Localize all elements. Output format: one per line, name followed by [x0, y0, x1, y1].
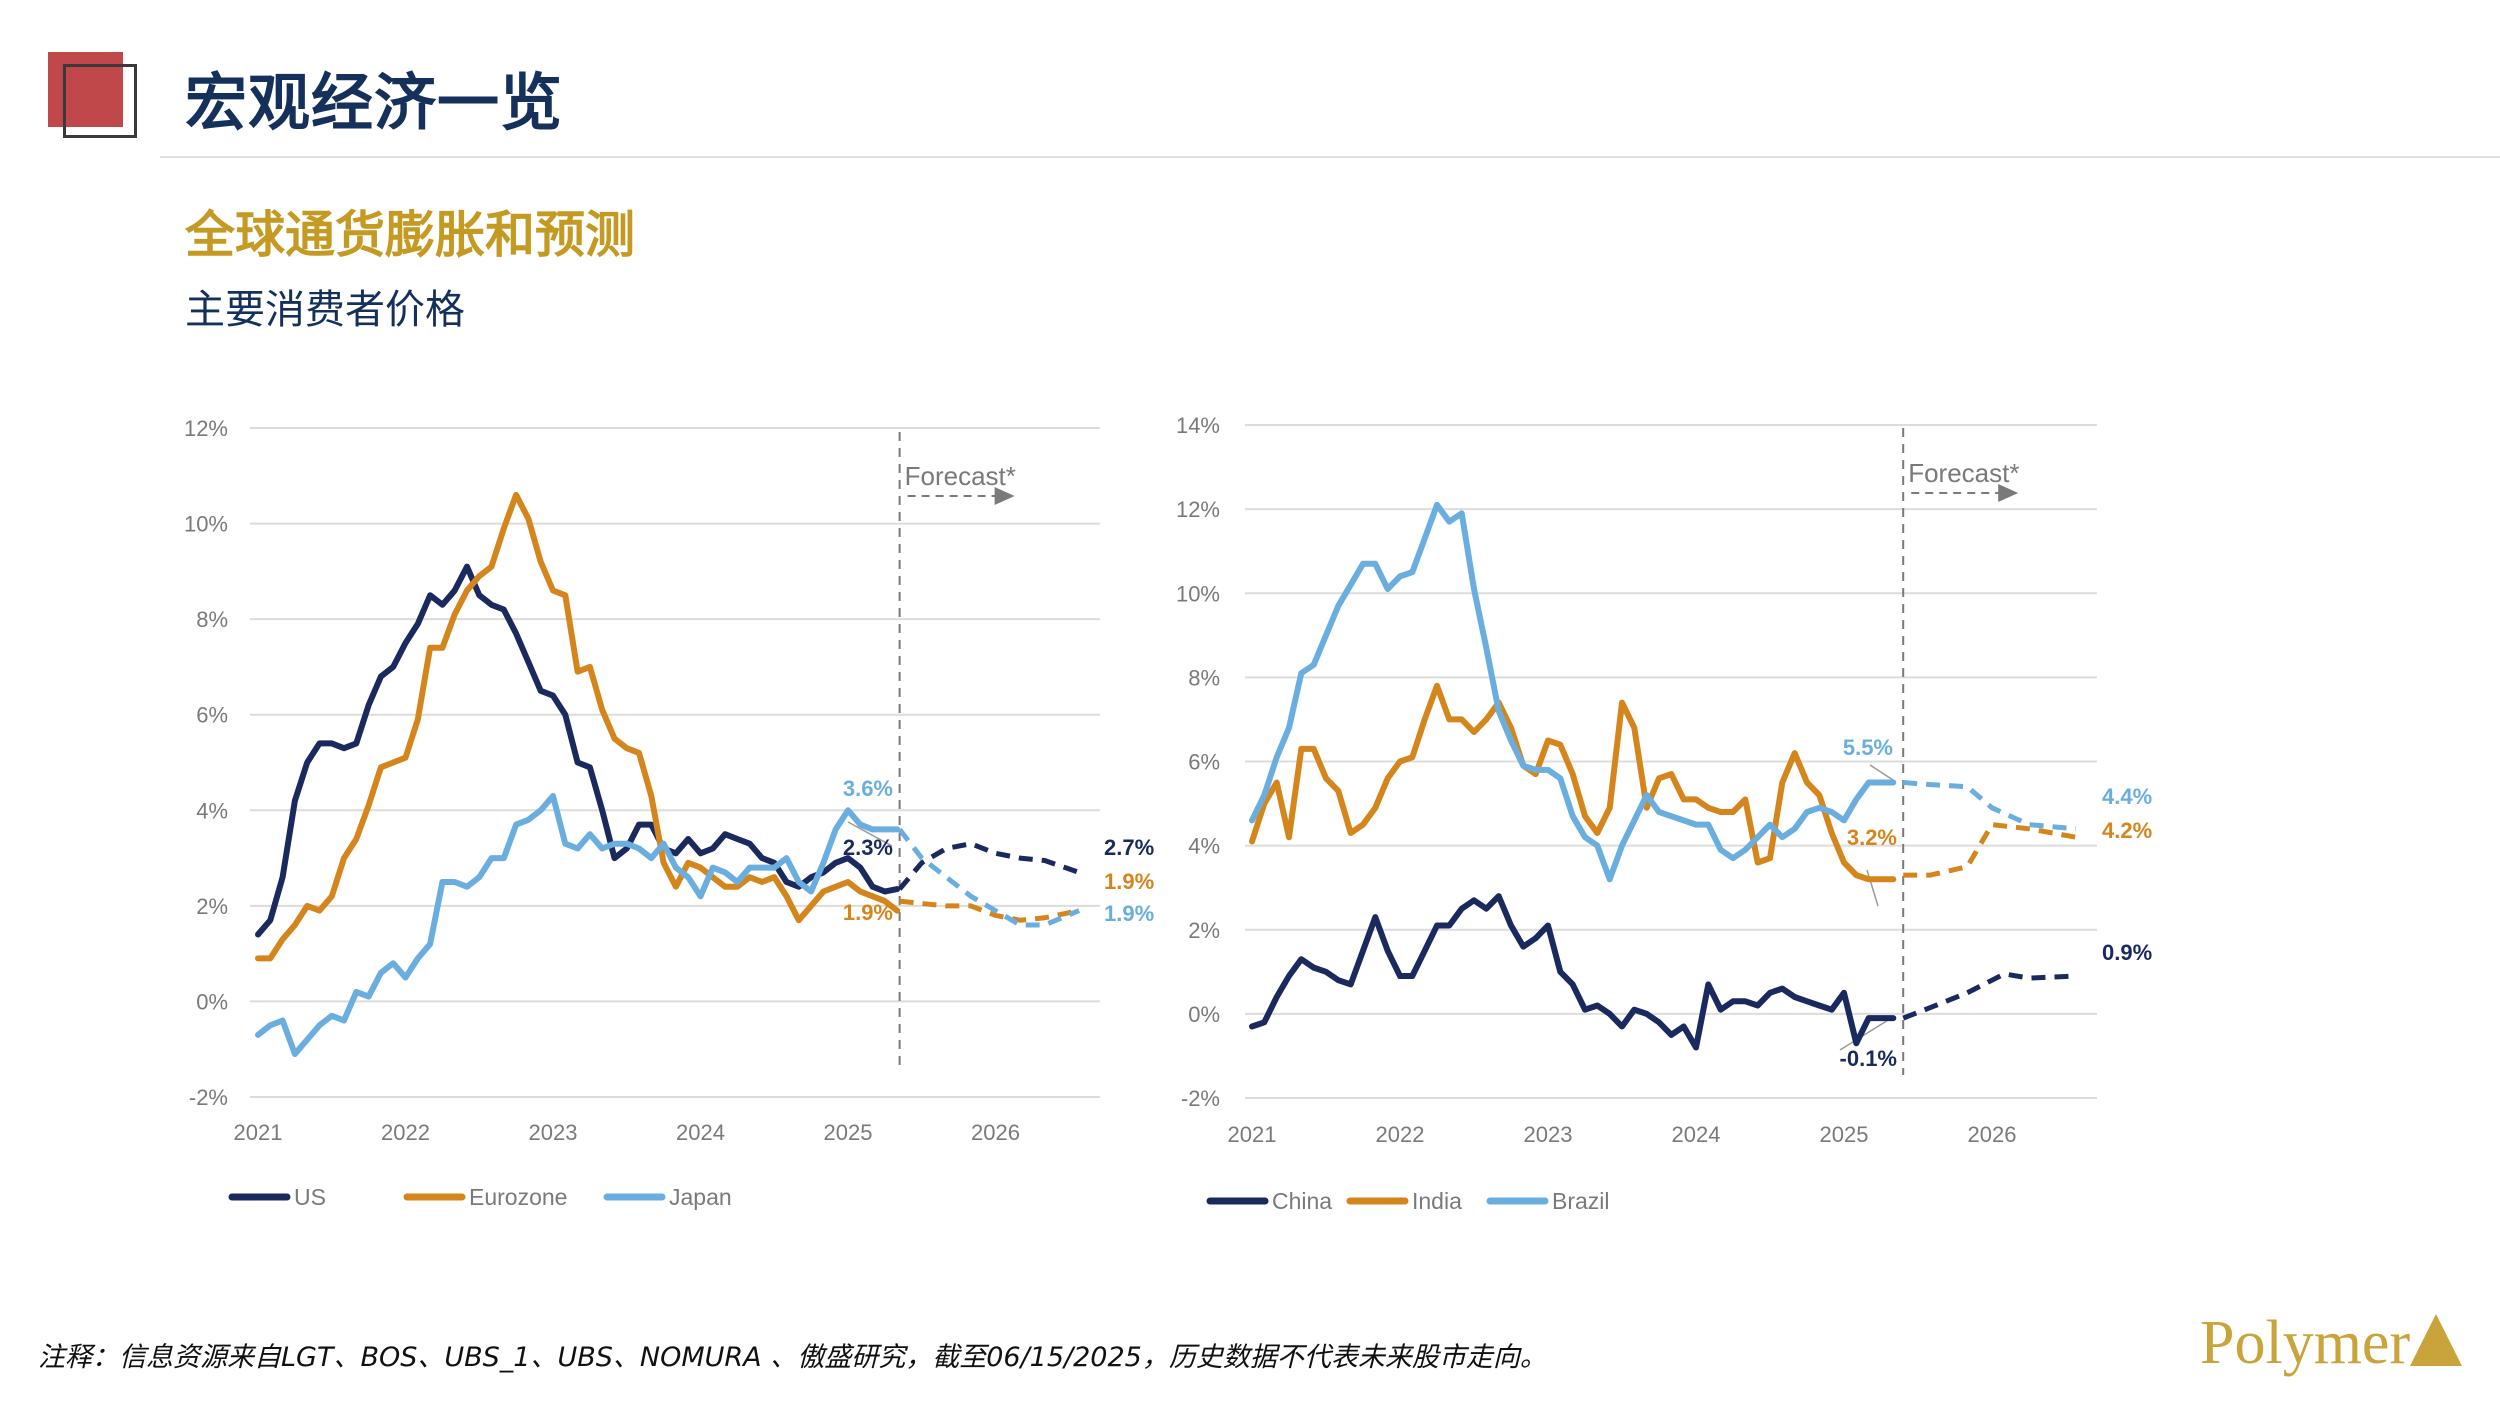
- series-line-japan: [255, 793, 901, 1057]
- y-tick-label: 4%: [1188, 834, 1220, 859]
- label-leader-line: [1839, 1016, 1894, 1051]
- x-tick-label: 2022: [381, 1120, 430, 1145]
- series-line-us: [255, 563, 901, 938]
- end-value-label: 1.9%: [1104, 869, 1154, 894]
- y-tick-label: -2%: [1181, 1086, 1220, 1111]
- start-value-label: 1.9%: [843, 900, 893, 925]
- x-tick-label: 2021: [234, 1120, 283, 1145]
- forecast-line-eurozone: [899, 898, 1080, 923]
- series-line-eurozone: [255, 491, 901, 962]
- start-value-label: 2.3%: [843, 835, 893, 860]
- end-value-label: 0.9%: [2102, 940, 2152, 965]
- series-line-india: [1249, 682, 1897, 883]
- brand-logo-mark-icon: [2410, 1314, 2462, 1366]
- x-tick-label: 2022: [1376, 1122, 1425, 1147]
- y-tick-label: 10%: [1176, 581, 1220, 606]
- emerging-markets-chart: 14% 12% 10% 8% 6% 4% 2% 0% -2% 2021 2022 2023 2024 20…: [1176, 413, 2152, 1214]
- forecast-arrow-icon: [1998, 484, 2019, 502]
- forecast-label: Forecast*: [1908, 458, 2019, 488]
- forecast-arrow-icon: [994, 487, 1015, 505]
- label-leader-line: [1866, 869, 1879, 907]
- x-tick-label: 2023: [1524, 1122, 1573, 1147]
- section-title: 全球通货膨胀和预测: [185, 206, 635, 264]
- label-leader-line: [1869, 764, 1894, 781]
- x-tick-label: 2025: [1820, 1122, 1869, 1147]
- y-tick-label: 2%: [1188, 918, 1220, 943]
- legend-label-china: China: [1272, 1188, 1332, 1214]
- y-tick-label: 0%: [1188, 1002, 1220, 1027]
- y-tick-label: 6%: [196, 703, 228, 728]
- x-tick-label: 2026: [971, 1120, 1020, 1145]
- y-tick-label: -2%: [189, 1085, 228, 1110]
- legend-label-brazil: Brazil: [1552, 1188, 1610, 1214]
- legend-label-us: US: [294, 1184, 326, 1210]
- x-tick-label: 2026: [1968, 1122, 2017, 1147]
- section-subtitle: 主要消费者价格: [185, 287, 465, 333]
- start-value-label: 5.5%: [1843, 735, 1893, 760]
- y-tick-label: 8%: [196, 607, 228, 632]
- label-leader-line: [847, 821, 893, 847]
- y-tick-label: 6%: [1188, 750, 1220, 775]
- x-tick-label: 2023: [529, 1120, 578, 1145]
- footnote: 注释：信息资源来自LGT、BOS、UBS_1、UBS、NOMURA 、傲盛研究，…: [38, 1342, 1547, 1373]
- forecast-line-china: [1902, 971, 2077, 1021]
- y-tick-label: 2%: [196, 894, 228, 919]
- logo-outline-square: [63, 64, 137, 138]
- y-tick-label: 4%: [196, 798, 228, 823]
- y-tick-label: 14%: [1176, 413, 1220, 438]
- forecast-line-brazil: [1903, 780, 2077, 832]
- y-tick-label: 0%: [196, 989, 228, 1014]
- series-line-brazil: [1249, 501, 1897, 883]
- x-tick-label: 2024: [676, 1120, 725, 1145]
- end-value-label: 4.2%: [2102, 818, 2152, 843]
- legend-label-eurozone: Eurozone: [469, 1184, 567, 1210]
- x-tick-label: 2021: [1228, 1122, 1277, 1147]
- y-tick-label: 12%: [184, 416, 228, 441]
- forecast-label: Forecast*: [905, 461, 1016, 491]
- y-tick-label: 12%: [1176, 497, 1220, 522]
- forecast-line-india: [1903, 822, 2077, 878]
- start-value-label: -0.1%: [1840, 1046, 1897, 1071]
- page-title: 宏观经济一览: [185, 66, 564, 139]
- legend-label-japan: Japan: [669, 1184, 732, 1210]
- y-tick-label: 10%: [184, 512, 228, 537]
- end-value-label: 1.9%: [1104, 901, 1154, 926]
- end-value-label: 4.4%: [2102, 784, 2152, 809]
- x-tick-label: 2024: [1672, 1122, 1721, 1147]
- series-line-china: [1249, 893, 1897, 1051]
- start-value-label: 3.2%: [1847, 825, 1897, 850]
- forecast-line-us: [897, 841, 1080, 891]
- legend-label-india: India: [1412, 1188, 1462, 1214]
- end-value-label: 2.7%: [1104, 835, 1154, 860]
- start-value-label: 3.6%: [843, 776, 893, 801]
- y-tick-label: 8%: [1188, 665, 1220, 690]
- brand-logo-text: Polymer: [2200, 1309, 2411, 1377]
- title-divider: [160, 156, 2500, 158]
- x-tick-label: 2025: [824, 1120, 873, 1145]
- developed-markets-chart: 12% 10% 8% 6% 4% 2% 0% -2%2021 2022 2023 2024 2025 2…: [184, 416, 1154, 1210]
